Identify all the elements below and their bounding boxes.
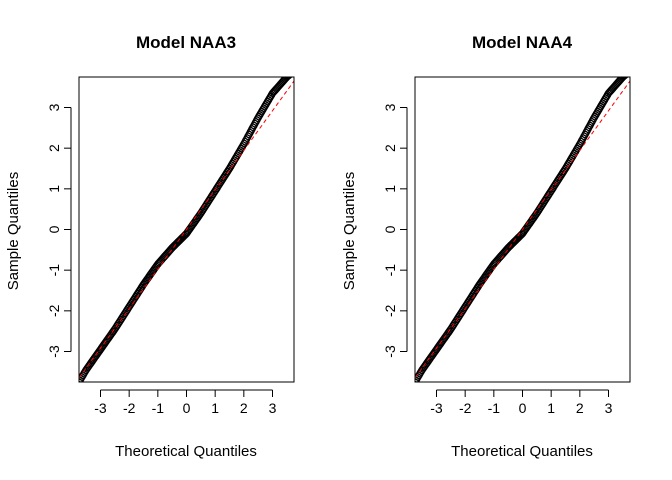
chart-title: Model NAA4 (472, 33, 573, 52)
x-tick-label: 3 (269, 400, 277, 416)
x-axis-label: Theoretical Quantiles (451, 443, 593, 460)
y-tick-label: 2 (46, 144, 62, 152)
reference-line (415, 80, 630, 379)
y-tick-label: -1 (46, 264, 62, 277)
x-tick-label: -3 (430, 400, 443, 416)
data-point (287, 77, 293, 78)
x-tick-label: -2 (459, 400, 472, 416)
x-tick-label: 1 (547, 400, 555, 416)
qq-plot-model-naa3: Model NAA3 Theoretical Quantiles Sample … (5, 33, 297, 460)
x-tick-label: -3 (94, 400, 107, 416)
data-points (415, 68, 633, 382)
data-point (626, 69, 632, 75)
x-tick-label: -1 (152, 400, 165, 416)
x-axis-label: Theoretical Quantiles (115, 443, 257, 460)
reference-line (79, 80, 294, 379)
data-point (623, 77, 629, 78)
qq-plot-model-naa4: Model NAA4 Theoretical Quantiles Sample … (341, 33, 633, 460)
data-point (625, 69, 631, 75)
data-point (291, 68, 297, 74)
y-tick-label: -3 (46, 345, 62, 358)
y-tick-label: 3 (382, 103, 398, 111)
data-point (290, 69, 296, 75)
chart-title: Model NAA3 (136, 33, 236, 52)
data-point (283, 77, 291, 81)
y-tick-label: -2 (46, 304, 62, 317)
data-point (620, 77, 628, 80)
y-tick-label: -2 (382, 304, 398, 317)
data-point (626, 77, 629, 78)
data-point (289, 69, 295, 75)
data-points (79, 68, 297, 382)
x-tick-label: 2 (576, 400, 584, 416)
data-point (627, 68, 633, 74)
y-tick-label: -3 (382, 345, 398, 358)
y-tick-label: 3 (46, 103, 62, 111)
data-point (290, 77, 293, 78)
data-point (621, 77, 629, 79)
y-tick-label: -1 (382, 264, 398, 277)
data-point (285, 77, 293, 79)
y-tick-label: 0 (46, 225, 62, 233)
data-point (619, 77, 627, 81)
y-axis-label: Sample Quantiles (5, 172, 22, 290)
y-tick-label: 0 (382, 225, 398, 233)
y-tick-label: 1 (46, 185, 62, 193)
plot-frame (414, 76, 631, 383)
y-tick-label: 2 (382, 144, 398, 152)
x-tick-label: -2 (123, 400, 136, 416)
x-tick-label: -1 (488, 400, 501, 416)
x-tick-label: 0 (519, 400, 527, 416)
x-tick-label: 2 (240, 400, 248, 416)
data-point (284, 77, 292, 80)
plot-frame (78, 76, 295, 383)
x-tick-label: 0 (183, 400, 191, 416)
y-axis-label: Sample Quantiles (341, 172, 358, 290)
x-tick-label: 1 (211, 400, 219, 416)
y-tick-label: 1 (382, 185, 398, 193)
x-tick-label: 3 (605, 400, 613, 416)
